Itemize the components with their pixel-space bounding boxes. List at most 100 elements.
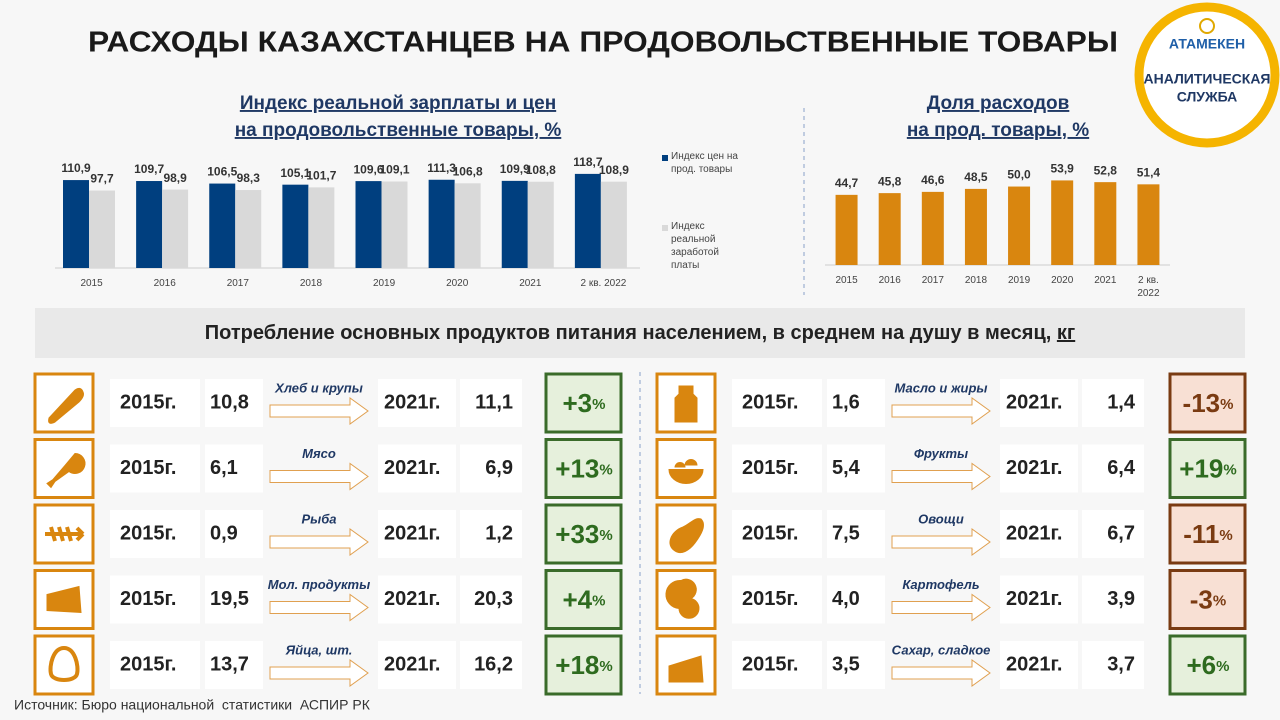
icon-box <box>33 634 95 696</box>
x-tick-label: 2 кв. 2022 <box>580 278 627 289</box>
cell <box>827 379 885 427</box>
change: -11% <box>1183 519 1233 549</box>
from-value: 6,1 <box>210 457 238 479</box>
cell <box>460 444 522 493</box>
icon <box>668 655 704 683</box>
cell <box>110 379 200 427</box>
cell <box>378 379 456 427</box>
x-tick-label: 2018 <box>964 275 988 286</box>
cell <box>378 444 456 493</box>
bar <box>1008 186 1031 265</box>
value-label: 106,8 <box>453 164 483 178</box>
cell <box>460 575 522 624</box>
from-value: 7,5 <box>832 522 860 544</box>
cell <box>1082 444 1144 493</box>
value-label: 118,7 <box>573 155 603 169</box>
value-label: 98,3 <box>237 171 261 185</box>
to-year: 2021г. <box>1006 391 1062 413</box>
value-label: 44,7 <box>835 176 859 190</box>
to-year: 2021г. <box>384 457 440 479</box>
from-value: 5,4 <box>832 457 861 479</box>
value-label: 51,4 <box>1137 166 1161 180</box>
item-name: Мол. продукты <box>268 577 370 592</box>
cell <box>732 444 822 493</box>
cell <box>1000 444 1078 493</box>
x-tick-label: 2017 <box>921 275 944 286</box>
to-year: 2021г. <box>1006 653 1062 675</box>
logo-caption: АНАЛИТИЧЕСКАЯ <box>1143 71 1270 87</box>
bar <box>428 179 455 268</box>
to-value: 3,7 <box>1107 653 1135 675</box>
chart-title: на продовольственные товары, % <box>235 120 562 141</box>
banner-unit: кг <box>1057 322 1075 344</box>
cell <box>460 641 522 689</box>
bar <box>1051 180 1074 265</box>
arrow <box>269 659 369 687</box>
item-name: Мясо <box>302 446 336 461</box>
bar <box>1094 182 1117 265</box>
cell <box>827 575 885 624</box>
bar <box>355 181 382 268</box>
item-name: Рыба <box>301 511 336 526</box>
x-tick-label: 2 кв. 2022 <box>1137 275 1160 299</box>
from-value: 1,6 <box>832 391 860 413</box>
value-label: 108,8 <box>526 163 556 177</box>
x-tick-label: 2019 <box>1007 275 1031 286</box>
item-name: Фрукты <box>914 446 968 461</box>
x-tick-label: 2020 <box>446 278 469 289</box>
value-label: 105,1 <box>280 166 310 180</box>
from-year: 2015г. <box>120 391 176 413</box>
chart-title: Доля расходов <box>927 93 1070 114</box>
change: +13% <box>555 453 612 483</box>
from-value: 10,8 <box>210 391 249 413</box>
legend-label: Индекс реальной заработой платы <box>671 221 719 271</box>
cell <box>110 575 200 624</box>
cell <box>205 641 263 689</box>
x-tick-label: 2021 <box>519 278 542 289</box>
icon-box <box>33 569 95 630</box>
value-label: 48,5 <box>964 170 988 184</box>
x-tick-label: 2021 <box>1094 275 1117 286</box>
value-label: 46,6 <box>921 173 945 187</box>
bar <box>878 193 901 265</box>
bar <box>600 181 627 268</box>
icon <box>665 578 700 619</box>
bar <box>835 194 858 265</box>
icon <box>46 585 82 614</box>
arrow <box>891 462 991 491</box>
arrow <box>891 397 991 425</box>
bar <box>527 181 554 268</box>
item-name: Овощи <box>918 511 964 526</box>
title: РАСХОДЫ КАЗАХСТАНЦЕВ НА ПРОДОВОЛЬСТВЕННЫ… <box>88 27 1118 59</box>
cell <box>1082 510 1144 558</box>
arrow <box>269 528 369 556</box>
x-tick-label: 2017 <box>226 278 249 289</box>
cell <box>1082 575 1144 624</box>
value-label: 111,3 <box>427 161 456 175</box>
item-name: Хлеб и крупы <box>274 380 363 395</box>
cell <box>732 641 822 689</box>
to-year: 2021г. <box>1006 457 1062 479</box>
bar <box>964 188 987 265</box>
from-year: 2015г. <box>742 457 798 479</box>
legend-swatch <box>662 155 668 161</box>
bar <box>921 191 944 265</box>
legend-label: Индекс цен на прод. товары <box>671 151 738 175</box>
value-label: 97,7 <box>90 172 114 186</box>
banner-text: Потребление основных продуктов питания н… <box>205 322 1057 344</box>
chart-title: Индекс реальной зарплаты и цен <box>240 93 556 114</box>
bar <box>282 184 309 268</box>
change: -13% <box>1183 388 1234 418</box>
from-year: 2015г. <box>120 457 176 479</box>
x-tick-label: 2016 <box>878 275 901 286</box>
icon <box>669 518 704 554</box>
change: +3% <box>563 388 606 418</box>
bar <box>501 180 528 268</box>
cell <box>378 641 456 689</box>
bar <box>89 190 115 268</box>
from-year: 2015г. <box>120 653 176 675</box>
x-tick-label: 2015 <box>835 275 858 286</box>
to-value: 6,7 <box>1107 522 1135 544</box>
cell <box>1000 641 1078 689</box>
